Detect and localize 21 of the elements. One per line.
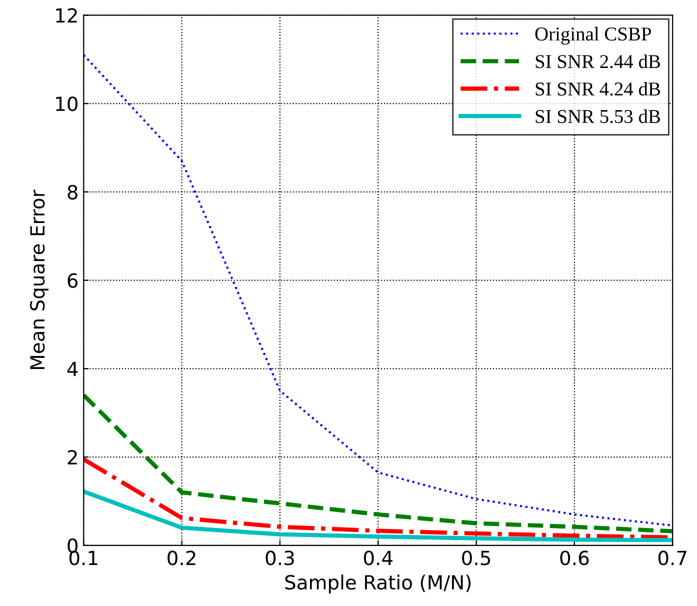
legend-label: SI SNR 2.44 dB <box>536 54 660 68</box>
legend-label: Original CSBP <box>535 26 651 45</box>
x-tick-label: 0.7 <box>658 550 686 566</box>
line-series <box>84 489 673 542</box>
line-series <box>84 393 673 534</box>
x-tick-label: 0.4 <box>364 550 392 566</box>
y-tick-label: 12 <box>56 8 77 23</box>
y-tick-label: 10 <box>56 96 78 112</box>
y-tick-label: 6 <box>68 273 78 288</box>
x-tick-label: 0.2 <box>168 550 196 566</box>
y-tick-label: 4 <box>67 362 78 376</box>
x-tick-label: 0.6 <box>560 550 589 566</box>
x-tick-label: 0.5 <box>462 550 490 566</box>
line-series <box>84 54 673 527</box>
y-tick-label: 8 <box>68 184 78 200</box>
y-axis-title: Mean Square Error <box>30 190 48 369</box>
x-tick-label: 0.3 <box>266 550 294 566</box>
y-tick-label: 2 <box>68 450 77 464</box>
legend-label: SI SNR 4.24 dB <box>536 82 660 96</box>
x-axis-title: Sample Ratio (M/N) <box>285 574 471 594</box>
legend-label: SI SNR 5.53 dB <box>536 109 660 124</box>
